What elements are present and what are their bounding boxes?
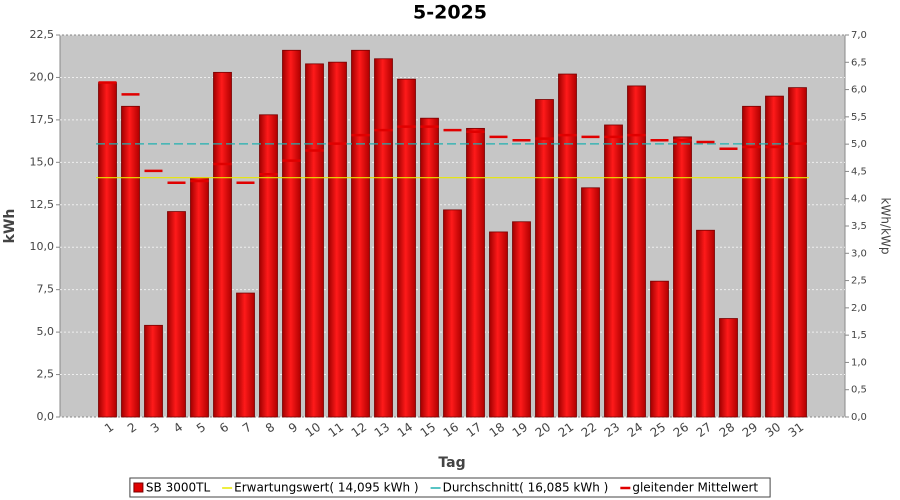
y2-tick-label: 0,0 bbox=[851, 412, 867, 423]
bar bbox=[351, 49, 370, 418]
y-tick-label: 22,5 bbox=[30, 28, 55, 41]
y-tick-label: 0,0 bbox=[37, 410, 55, 423]
bar bbox=[190, 177, 209, 418]
bar bbox=[696, 229, 715, 418]
x-tick-label: 14 bbox=[395, 420, 416, 440]
bar bbox=[374, 58, 393, 418]
bar bbox=[259, 114, 278, 418]
bar bbox=[236, 292, 255, 418]
legend-label: SB 3000TL bbox=[146, 481, 211, 495]
y-tick-label: 5,0 bbox=[37, 325, 55, 338]
bar bbox=[98, 82, 117, 418]
bar bbox=[305, 63, 324, 418]
x-tick-label: 24 bbox=[625, 420, 646, 440]
x-tick-label: 25 bbox=[648, 420, 669, 440]
x-tick-label: 5 bbox=[194, 420, 208, 436]
bar bbox=[443, 209, 462, 418]
y-tick-label: 2,5 bbox=[37, 368, 55, 381]
bar bbox=[788, 87, 807, 418]
legend-label: Durchschnitt( 16,085 kWh ) bbox=[443, 481, 609, 495]
x-tick-label: 9 bbox=[286, 420, 300, 436]
y2-tick-label: 6,0 bbox=[851, 85, 867, 96]
x-tick-label: 26 bbox=[671, 420, 692, 440]
y2-tick-label: 6,5 bbox=[851, 57, 867, 68]
bar bbox=[558, 73, 577, 418]
bar bbox=[466, 127, 485, 418]
bar bbox=[650, 280, 669, 418]
legend-label: Erwartungswert( 14,095 kWh ) bbox=[234, 481, 418, 495]
bar bbox=[420, 117, 439, 418]
bar bbox=[282, 49, 301, 418]
bar bbox=[765, 95, 784, 418]
y2-tick-label: 4,5 bbox=[851, 166, 867, 177]
x-axis-title: Tag bbox=[438, 455, 465, 471]
y-tick-label: 7,5 bbox=[37, 283, 55, 296]
chart-title: 5-2025 bbox=[413, 2, 487, 24]
y2-axis-title: kWh/kWp bbox=[879, 198, 893, 255]
x-tick-label: 17 bbox=[464, 420, 485, 440]
x-tick-label: 10 bbox=[303, 420, 324, 440]
x-tick-label: 15 bbox=[418, 420, 439, 440]
bar bbox=[627, 85, 646, 418]
x-tick-label: 3 bbox=[148, 420, 162, 436]
x-tick-label: 8 bbox=[263, 420, 277, 436]
bar bbox=[167, 211, 186, 418]
bar bbox=[719, 318, 738, 418]
bar bbox=[213, 71, 232, 418]
y2-tick-label: 5,0 bbox=[851, 139, 867, 150]
x-tick-label: 4 bbox=[171, 420, 185, 436]
x-tick-label: 30 bbox=[763, 420, 784, 440]
y2-tick-label: 0,5 bbox=[851, 385, 867, 396]
legend bbox=[129, 477, 771, 498]
y-tick-label: 20,0 bbox=[30, 70, 55, 83]
y2-tick-label: 1,0 bbox=[851, 357, 867, 368]
bar bbox=[581, 187, 600, 418]
x-tick-label: 29 bbox=[740, 420, 761, 440]
bar bbox=[673, 136, 692, 418]
x-tick-label: 19 bbox=[510, 420, 531, 440]
y2-tick-label: 5,5 bbox=[851, 112, 867, 123]
bar bbox=[489, 231, 508, 418]
bar bbox=[742, 105, 761, 418]
x-tick-label: 12 bbox=[349, 420, 370, 440]
y-tick-label: 10,0 bbox=[30, 240, 55, 253]
bar bbox=[512, 221, 531, 418]
x-tick-label: 22 bbox=[579, 420, 600, 440]
y2-tick-label: 2,0 bbox=[851, 303, 867, 314]
y-axis-title: kWh bbox=[2, 209, 18, 244]
bar bbox=[121, 105, 140, 418]
x-tick-label: 28 bbox=[717, 420, 738, 440]
y-tick-label: 15,0 bbox=[30, 155, 55, 168]
x-tick-label: 1 bbox=[102, 420, 116, 436]
y2-tick-label: 2,5 bbox=[851, 276, 867, 287]
x-tick-label: 27 bbox=[694, 420, 715, 440]
bar bbox=[328, 61, 347, 418]
legend-swatch bbox=[133, 482, 144, 493]
x-tick-label: 11 bbox=[326, 420, 347, 440]
x-tick-label: 6 bbox=[217, 420, 231, 436]
x-tick-label: 18 bbox=[487, 420, 508, 440]
bar bbox=[397, 78, 416, 418]
bar bbox=[535, 99, 554, 418]
bar bbox=[144, 324, 163, 418]
x-tick-label: 21 bbox=[556, 420, 577, 440]
x-tick-label: 16 bbox=[441, 420, 462, 440]
legend-label: gleitender Mittelwert bbox=[632, 481, 758, 495]
bar bbox=[604, 124, 623, 418]
y2-tick-label: 7,0 bbox=[851, 30, 867, 41]
x-tick-label: 13 bbox=[372, 420, 393, 440]
y2-tick-label: 3,0 bbox=[851, 248, 867, 259]
y2-tick-label: 1,5 bbox=[851, 330, 867, 341]
x-tick-label: 2 bbox=[125, 420, 139, 436]
y-tick-label: 12,5 bbox=[30, 198, 55, 211]
x-tick-label: 20 bbox=[533, 420, 554, 440]
y2-tick-label: 4,0 bbox=[851, 194, 867, 205]
x-tick-label: 7 bbox=[240, 420, 254, 436]
y-tick-label: 17,5 bbox=[30, 113, 55, 126]
y2-tick-label: 3,5 bbox=[851, 221, 867, 232]
x-tick-label: 31 bbox=[786, 420, 807, 440]
x-tick-label: 23 bbox=[602, 420, 623, 440]
